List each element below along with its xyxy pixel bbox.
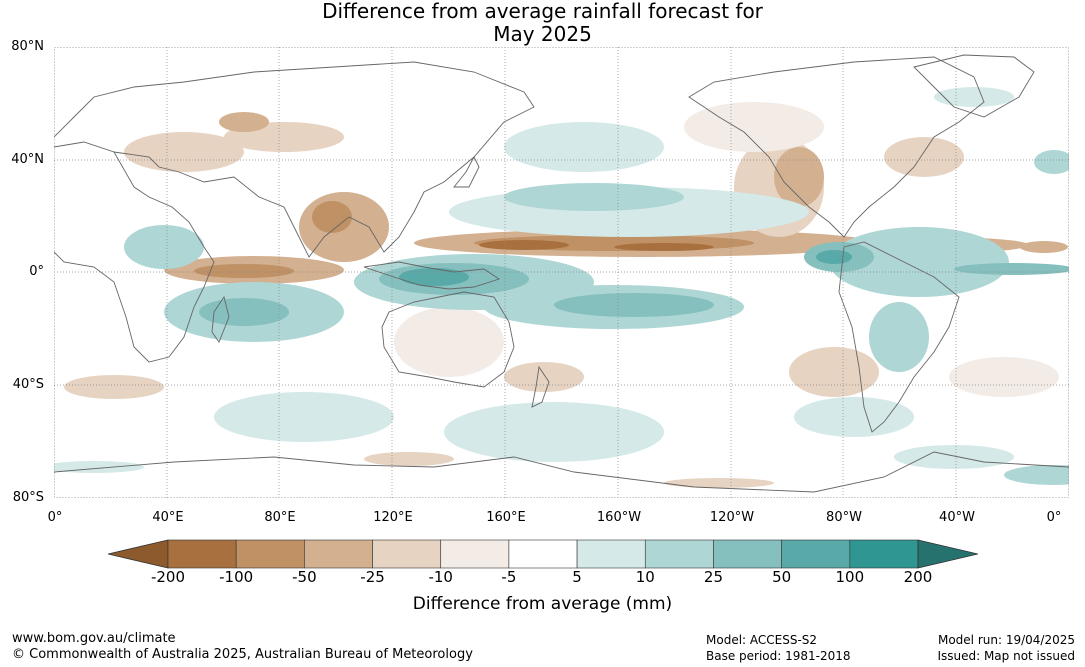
colorbar-tick-label: 25 [703,568,723,586]
map-title: Difference from average rainfall forecas… [0,0,1085,46]
lon-label-80w: 80°W [826,510,862,525]
colorbar-tick-label: 100 [835,568,865,586]
coastline-japan [453,156,480,188]
map-svg [44,47,1085,498]
footer-issued: Issued: Map not issued [937,649,1075,663]
coastline-antarctica [53,451,1070,493]
coastlines [53,54,1070,493]
colorbar-swatch [372,539,442,569]
colorbar-swatch [440,539,510,569]
colorbar-swatch [849,539,919,569]
footer-base-period: Base period: 1981-2018 [706,649,851,663]
coastline-eurasia [53,61,535,258]
colorbar-swatch [167,539,237,569]
lon-label-40w: 40°W [939,510,975,525]
colorbar-tick-label: -100 [219,568,254,586]
lat-label-0: 0° [29,264,44,279]
lon-label-120w: 120°W [709,510,755,525]
lat-label-80s: 80°S [12,490,44,505]
lon-label-80e: 80°E [264,510,296,525]
map-frame [54,47,1069,498]
colorbar-swatch [644,539,714,569]
colorbar-swatch [235,539,305,569]
title-line-2: May 2025 [493,22,592,46]
colorbar-swatch [781,539,851,569]
coastline-south-america [838,241,960,433]
rainfall-anomaly-map [44,47,1085,498]
footer-copyright: © Commonwealth of Australia 2025, Austra… [12,647,473,662]
title-line-1: Difference from average rainfall forecas… [322,0,763,23]
coastline-greenland [913,54,1035,118]
graticule [54,47,1069,498]
colorbar [108,539,978,569]
colorbar-swatch [576,539,646,569]
footer-model-run: Model run: 19/04/2025 [937,633,1075,647]
colorbar-swatch [508,539,578,569]
colorbar-tick-label: 50 [772,568,792,586]
colorbar-swatch [713,539,782,569]
coastline-indonesia [363,261,501,290]
lon-label-120e: 120°E [373,510,413,525]
colorbar-tick-label: 10 [635,568,655,586]
colorbar-tick-label: -10 [428,568,453,586]
colorbar-title: Difference from average (mm) [412,594,673,614]
lon-label-160w: 160°W [596,510,642,525]
lat-label-40n: 40°N [11,152,44,167]
lat-label-80n: 80°N [11,39,44,54]
colorbar-swatch [304,539,373,569]
lon-label-0-east: 0° [1046,510,1062,525]
colorbar-max-arrow [917,539,978,569]
footer-url: www.bom.gov.au/climate [12,631,176,646]
coastline-africa [53,141,215,363]
footer-model: Model: ACCESS-S2 [706,633,818,647]
coastline-north-america [688,56,985,238]
colorbar-tick-label: 5 [572,568,582,586]
colorbar-tick-label: 200 [903,568,933,586]
colorbar-tick-label: -25 [360,568,385,586]
colorbar-tick-label: -200 [150,568,186,586]
coastline-australia [381,291,515,388]
wet-anomaly-regions [44,87,1085,485]
lon-label-40e: 40°E [152,510,184,525]
coastline-new-zealand [531,365,550,408]
colorbar-min-arrow [108,539,169,569]
lon-label-0-west: 0° [47,510,63,525]
lat-label-40s: 40°S [12,377,44,392]
coastline-madagascar [211,295,230,343]
colorbar-tick-label: -5 [501,568,517,586]
colorbar-tick-label: -50 [292,568,317,586]
lon-label-160e: 160°E [486,510,526,525]
